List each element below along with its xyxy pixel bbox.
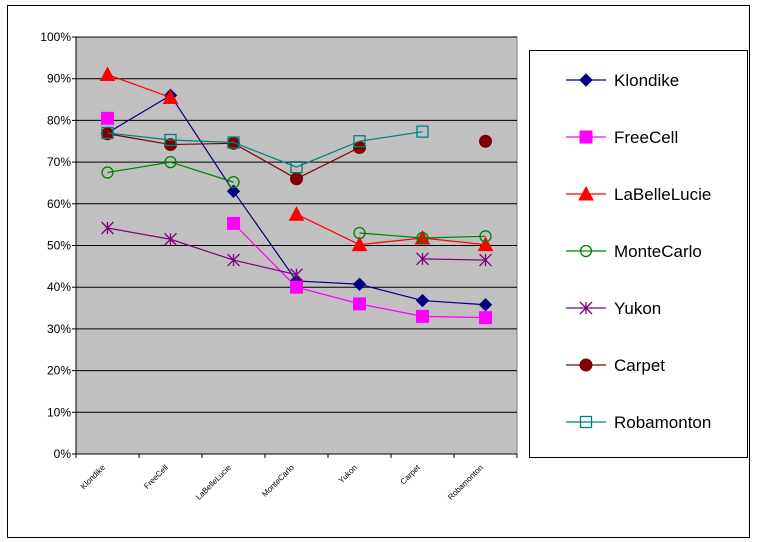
point-freecell [353,297,366,311]
legend-item-yukon: Yukon [530,293,749,323]
point-carpet [479,134,492,148]
legend-item-freecell: FreeCell [530,122,749,152]
y-tick-label: 80% [47,113,71,127]
point-klondike [352,277,367,291]
legend-marker [579,130,593,144]
y-tick-label: 20% [47,364,71,378]
point-labellelucie [351,236,368,252]
legend-label: Klondike [614,71,680,90]
point-yukon [416,252,429,266]
legend-item-montecarlo: MonteCarlo [530,236,749,266]
legend-swatch-klondike [566,73,606,87]
series-line-yukon [422,258,486,261]
point-yukon [227,253,240,267]
legend-label: Carpet [614,356,666,375]
point-klondike [478,298,493,312]
x-tick-label: Robamonton [446,463,485,502]
point-yukon [290,268,303,282]
point-montecarlo [164,155,177,169]
y-tick-label: 0% [54,447,72,461]
legend-label: FreeCell [614,128,679,147]
point-klondike [415,293,430,308]
y-tick-label: 70% [47,155,71,169]
x-tick-label: MonteCarlo [260,463,296,499]
legend-label: LaBelleLucie [614,185,712,204]
point-yukon [101,221,114,235]
series-line-labellelucie [107,73,171,99]
y-tick-label: 100% [40,30,71,44]
legend-marker [579,358,593,372]
legend-swatch-robamonton [566,415,606,429]
chart-frame: 0% 10% 20% 30% 40% 50% 60% 70% 80% 90% 100% Klondik… [7,5,750,538]
point-robamonton [101,126,114,140]
point-carpet [290,172,303,186]
legend-marker [578,185,594,201]
legend-swatch-labellelucie [566,185,606,201]
point-yukon [479,253,492,267]
legend-swatch-carpet [566,358,606,372]
legend-item-carpet: Carpet [530,350,749,380]
point-labellelucie [99,66,116,82]
legend-item-labellelucie: LaBelleLucie [530,179,749,209]
series-line-yukon [107,227,297,276]
line-chart: 0% 10% 20% 30% 40% 50% 60% 70% 80% 90% 100% Klondik… [40,30,518,502]
point-freecell [227,216,240,230]
series-line-montecarlo [107,161,234,183]
series-line-labellelucie [296,213,486,246]
y-tick-label: 40% [47,280,71,294]
point-robamonton [416,125,429,138]
point-montecarlo [101,166,114,179]
point-robamonton [353,135,366,148]
point-montecarlo [227,175,240,189]
point-robamonton [164,133,177,147]
point-freecell [416,309,429,323]
x-tick-label: FreeCell [142,463,170,491]
legend-marker [579,301,593,315]
point-robamonton [227,136,240,149]
legend-item-klondike: Klondike [530,65,749,95]
point-montecarlo [416,231,429,245]
point-labellelucie [162,89,179,104]
legend-label: Yukon [614,299,662,318]
point-labellelucie [288,206,305,221]
x-tick-label: Yukon [337,463,359,485]
point-freecell [290,280,303,294]
point-robamonton [290,160,303,174]
series-line-robamonton [107,131,423,168]
point-klondike [226,184,241,198]
x-tick-label: Klondike [79,463,107,491]
legend-marker [579,244,593,258]
legend-swatch-freecell [566,130,606,144]
legend-label: Robamonton [614,413,712,432]
legend-swatch-yukon [566,301,606,315]
y-tick-label: 50% [47,239,71,253]
legend-marker [579,415,593,429]
series-line-montecarlo [359,232,486,239]
point-yukon [164,232,177,246]
legend: Klondike FreeCell LaBelleLucie MonteCarlo Yu… [529,50,748,458]
point-labellelucie [477,236,494,252]
y-tick-label: 30% [47,322,71,336]
point-montecarlo [479,230,492,243]
legend-item-robamonton: Robamonton [530,407,749,437]
y-tick-label: 90% [47,72,71,86]
y-tick-label: 60% [47,197,71,211]
legend-label: MonteCarlo [614,242,702,261]
x-tick-label: Carpet [399,463,423,487]
x-tick-label: LaBelleLucie [194,463,233,502]
point-freecell [101,111,114,125]
legend-swatch-montecarlo [566,244,606,258]
legend-marker [579,73,593,87]
point-freecell [479,311,492,325]
point-montecarlo [353,226,366,240]
y-tick-label: 10% [47,405,71,419]
